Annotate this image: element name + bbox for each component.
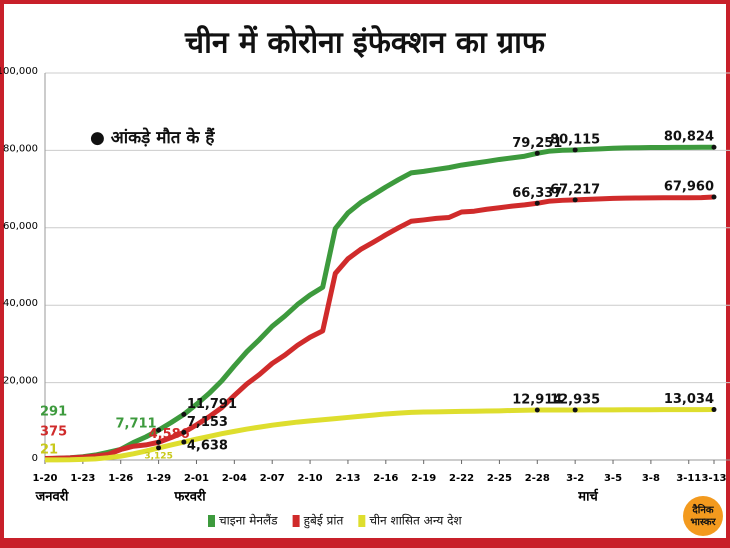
data-label: 375 [40,425,67,440]
data-marker [534,407,540,413]
data-label: 80,115 [550,132,600,147]
data-label: 7,711 [115,417,156,432]
x-tick-label: 1-20 [32,473,57,484]
data-label: 291 [40,405,67,420]
x-tick-label: 2-04 [222,473,247,484]
y-tick-label: 40,000 [3,298,38,309]
data-marker [156,445,162,451]
x-tick-label: 2-22 [449,473,474,484]
x-tick-label: 2-19 [411,473,436,484]
x-tick-label: 3-13 [701,473,726,484]
x-tick-label: 1-26 [108,473,133,484]
x-tick-label: 2-07 [260,473,285,484]
y-tick-label: 100,000 [0,66,38,77]
x-tick-label: 3-5 [604,473,622,484]
data-marker [711,407,717,413]
annotation: ● आंकड़े मौत के हैं [90,127,215,148]
data-label: 80,824 [664,130,714,145]
data-label: 4,638 [187,439,228,454]
data-label: 79,251 [512,136,562,151]
x-tick-label: 2-13 [335,473,360,484]
data-marker [534,200,540,206]
data-label: 12,935 [550,392,600,407]
data-label: 3,125 [144,451,172,461]
x-tick-label: 1-29 [146,473,171,484]
data-marker [156,439,162,445]
data-marker [711,144,717,150]
data-label: 67,960 [664,179,714,194]
legend-label: चीन शासित अन्य देश [369,514,462,528]
x-tick-label: 2-16 [373,473,398,484]
data-label: 21 [40,443,58,458]
legend-swatch [358,515,366,527]
x-tick-label: 2-01 [184,473,209,484]
legend-label: चाइना मेनलैंड [219,514,278,528]
data-label: 12,914 [512,393,562,408]
legend-label: हुबेई प्रांत [304,514,345,529]
x-tick-label: 2-25 [487,473,512,484]
logo-text: भास्कर [690,517,716,528]
month-label: जनवरी [35,489,69,505]
x-tick-label: 3-11 [676,473,701,484]
logo-circle [683,496,723,536]
bottom-bar [0,538,730,548]
x-tick-label: 1-23 [70,473,95,484]
data-label: 4,586 [149,427,190,442]
data-marker [711,194,717,200]
month-label: मार्च [577,489,598,505]
y-tick-label: 0 [32,453,38,464]
x-tick-label: 3-8 [642,473,660,484]
chart-title: चीन में कोरोना इंफेक्शन का ग्राफ [184,25,547,61]
data-marker [572,197,578,203]
logo-text: दैनिक [691,503,714,516]
data-marker [572,407,578,413]
x-tick-label: 2-28 [525,473,550,484]
legend-swatch [208,515,215,527]
data-marker [181,429,187,435]
y-tick-label: 60,000 [3,221,38,232]
data-label: 66,337 [512,186,562,201]
x-tick-label: 2-10 [298,473,323,484]
data-marker [156,427,162,433]
y-tick-label: 80,000 [3,143,38,154]
legend-swatch [292,515,300,527]
data-label: 67,217 [550,182,600,197]
data-marker [181,411,187,417]
month-label: फरवरी [173,489,206,505]
y-tick-label: 20,000 [3,376,38,387]
data-label: 11,791 [187,397,237,412]
data-marker [534,150,540,156]
data-label: 13,034 [664,392,714,407]
x-tick-label: 3-2 [566,473,584,484]
data-label: 7,153 [187,415,228,430]
data-marker [572,147,578,153]
data-marker [181,439,187,445]
